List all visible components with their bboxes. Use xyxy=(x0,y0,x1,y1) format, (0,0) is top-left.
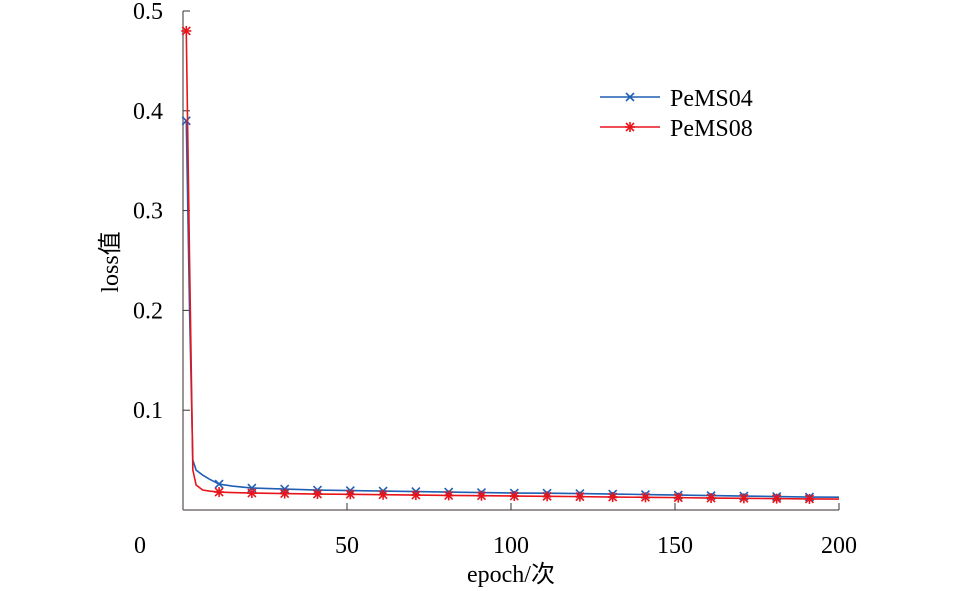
y-tick-label: 0.5 xyxy=(133,0,163,25)
star-marker xyxy=(279,488,290,499)
star-marker xyxy=(214,487,225,498)
star-marker xyxy=(410,490,421,501)
y-tick-label: 0.1 xyxy=(133,398,163,424)
star-marker xyxy=(246,488,257,499)
star-marker xyxy=(378,489,389,500)
marker-stroke xyxy=(181,116,191,126)
x-marker xyxy=(214,479,224,489)
star-marker xyxy=(181,25,192,36)
star-marker xyxy=(345,489,356,500)
star-marker xyxy=(574,491,585,502)
star-marker xyxy=(509,491,520,502)
star-marker xyxy=(771,493,782,504)
x-axis-label: epoch/次 xyxy=(467,561,555,588)
tick-labels: 0.1 0.2 0.3 0.4 0.5 0 50 100 150 200 xyxy=(133,0,857,559)
star-marker xyxy=(804,493,815,504)
axes xyxy=(182,10,840,511)
x-tick-label: 50 xyxy=(335,533,359,559)
x-marker xyxy=(625,92,635,102)
star-marker xyxy=(542,491,553,502)
star-marker xyxy=(312,489,323,500)
marker-stroke xyxy=(214,479,224,489)
x-marker xyxy=(181,116,191,126)
star-marker xyxy=(640,492,651,503)
x-tick-label: 200 xyxy=(821,533,857,559)
y-tick-label: 0.2 xyxy=(133,298,163,324)
star-marker xyxy=(607,492,618,503)
legend-label: PeMS04 xyxy=(670,86,753,112)
star-marker xyxy=(706,493,717,504)
plot-area xyxy=(181,25,840,504)
x-tick-label: 150 xyxy=(657,533,693,559)
y-axis-label: loss值 xyxy=(97,231,124,292)
y-tick-label: 0.4 xyxy=(133,99,163,125)
star-marker xyxy=(673,492,684,503)
x-tick-label: 0 xyxy=(134,533,146,559)
star-marker xyxy=(738,493,749,504)
series-line-pems04 xyxy=(185,120,840,499)
star-marker xyxy=(625,122,635,132)
marker-stroke xyxy=(625,92,635,102)
x-tick-label: 100 xyxy=(493,533,529,559)
y-tick-label: 0.3 xyxy=(133,199,163,225)
legend-label: PeMS08 xyxy=(670,116,753,142)
star-marker xyxy=(443,490,454,501)
legend: PeMS04 PeMS08 xyxy=(600,86,753,142)
star-marker xyxy=(476,490,487,501)
